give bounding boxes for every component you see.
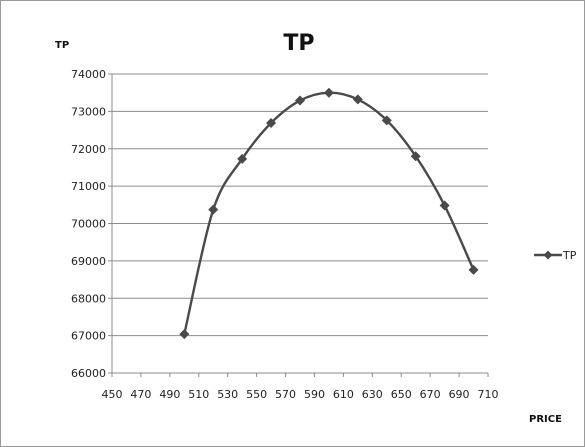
x-tick-label: 610 xyxy=(333,388,354,401)
data-point-marker xyxy=(439,200,450,211)
x-tick-label: 630 xyxy=(362,388,383,401)
data-point-marker xyxy=(468,264,479,275)
x-tick-label: 470 xyxy=(130,388,151,401)
data-point-marker xyxy=(381,115,392,126)
data-point-marker xyxy=(179,329,190,340)
x-tick-labels: 450 470 490 510 530 550 570 590 610 630 650 670 690 7… xyxy=(102,388,499,401)
data-point-marker xyxy=(410,151,421,162)
gridlines xyxy=(112,73,488,337)
axes xyxy=(108,73,489,377)
y-tick-labels: 66000 67000 68000 69000 70000 71000 72000 73000… xyxy=(71,68,106,380)
y-tick-label: 68000 xyxy=(71,292,106,305)
y-tick-label: 66000 xyxy=(71,367,106,380)
legend: TP xyxy=(534,249,577,262)
x-tick-label: 530 xyxy=(217,388,238,401)
y-tick-label: 74000 xyxy=(71,68,106,81)
legend-label: TP xyxy=(562,249,577,262)
x-tick-label: 550 xyxy=(246,388,267,401)
x-tick-label: 450 xyxy=(102,388,123,401)
x-tick-label: 490 xyxy=(159,388,180,401)
data-point-marker xyxy=(323,87,334,98)
x-tick-label: 570 xyxy=(275,388,296,401)
y-tick-label: 73000 xyxy=(71,105,106,118)
y-tick-label: 67000 xyxy=(71,330,106,343)
x-axis-label: PRICE xyxy=(529,414,562,425)
x-tick-label: 690 xyxy=(449,388,470,401)
data-point-marker xyxy=(266,117,277,128)
plot-area xyxy=(179,87,479,340)
legend-marker xyxy=(543,250,553,260)
chart-title: TP xyxy=(283,31,314,56)
y-tick-label: 72000 xyxy=(71,143,106,156)
data-point-marker xyxy=(352,94,363,105)
x-tick-label: 710 xyxy=(478,388,499,401)
x-tick-label: 510 xyxy=(188,388,209,401)
y-axis-label: TP xyxy=(55,40,69,51)
x-tick-label: 650 xyxy=(391,388,412,401)
data-point-marker xyxy=(208,204,219,215)
y-tick-label: 71000 xyxy=(71,180,106,193)
x-tick-label: 670 xyxy=(420,388,441,401)
data-point-marker xyxy=(237,153,248,164)
x-tick-label: 590 xyxy=(304,388,325,401)
y-tick-label: 70000 xyxy=(71,218,106,231)
y-tick-label: 69000 xyxy=(71,255,106,268)
data-point-marker xyxy=(295,95,305,106)
